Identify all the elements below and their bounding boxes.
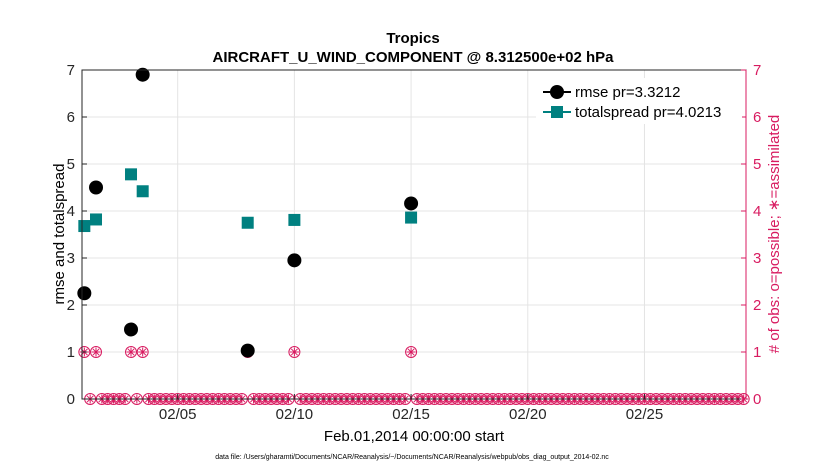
y-left-tick-label: 1: [67, 344, 75, 361]
rmse-point: [404, 196, 419, 211]
y-axis-right-label: # of obs: o=possible; ∗=assimilated: [766, 115, 783, 354]
chart-subtitle: AIRCRAFT_U_WIND_COMPONENT @ 8.312500e+02…: [213, 49, 615, 66]
x-tick-label: 02/05: [159, 406, 197, 423]
rmse-point: [89, 180, 104, 195]
y-left-tick-label: 7: [67, 62, 75, 79]
y-right-tick-label: 4: [753, 203, 761, 220]
x-tick-label: 02/15: [392, 406, 430, 423]
legend-rmse-label: rmse pr=3.3212: [575, 84, 680, 101]
obs-possible-marker: [78, 346, 91, 358]
legend-rmse-marker: [550, 85, 564, 99]
y-left-tick-label: 3: [67, 250, 75, 267]
rmse-point: [135, 67, 150, 82]
y-right-tick-label: 0: [753, 391, 761, 408]
y-left-tick-label: 4: [67, 203, 75, 220]
legend-spread-marker: [551, 106, 563, 118]
y-left-tick-label: 5: [67, 156, 75, 173]
legend: rmse pr=3.3212 totalspread pr=4.0213: [536, 78, 742, 124]
y-right-tick-label: 6: [753, 109, 761, 126]
y-left-tick-label: 0: [67, 391, 75, 408]
x-tick-label: 02/25: [626, 406, 664, 423]
legend-box: [536, 78, 742, 124]
totalspread-point: [136, 185, 149, 198]
obs-assimilated-marker: [91, 347, 101, 357]
totalspread-point: [288, 213, 301, 226]
rmse-point: [287, 253, 302, 268]
legend-spread-label: totalspread pr=4.0213: [575, 104, 721, 121]
obs-assimilated-marker: [126, 347, 136, 357]
data-file-footnote: data file: /Users/gharamti/Documents/NCA…: [215, 454, 609, 461]
totalspread-point: [78, 220, 91, 233]
plot-area: [77, 67, 750, 405]
y-axis-left-ticks: 0 1 2 3 4 5 6 7: [67, 62, 87, 408]
totalspread-point: [405, 211, 418, 224]
rmse-point: [124, 322, 139, 337]
obs-possible-marker: [125, 346, 138, 358]
y-left-tick-label: 2: [67, 297, 75, 314]
totalspread-point: [90, 213, 103, 226]
obs-possible-marker: [90, 346, 103, 358]
x-axis-ticks: 02/05 02/10 02/15 02/20 02/25: [159, 394, 663, 423]
x-tick-label: 02/10: [276, 406, 314, 423]
y-right-tick-label: 2: [753, 297, 761, 314]
y-right-tick-label: 3: [753, 250, 761, 267]
obs-possible-marker: [405, 346, 418, 358]
plot-background: [82, 70, 746, 399]
obs-assimilated-marker: [289, 347, 299, 357]
totalspread-point: [241, 216, 254, 229]
y-axis-left-label: rmse and totalspread: [51, 164, 68, 305]
x-axis-label: Feb.01,2014 00:00:00 start: [324, 428, 505, 445]
x-tick-label: 02/20: [509, 406, 547, 423]
y-left-tick-label: 6: [67, 109, 75, 126]
series-layer: [77, 67, 419, 358]
rmse-point: [240, 343, 255, 358]
totalspread-point: [125, 168, 138, 181]
obs-possible-marker: [288, 346, 301, 358]
y-axis-right-ticks: 0 1 2 3 4 5 6 7: [741, 62, 761, 408]
chart-title: Tropics: [386, 30, 439, 47]
y-right-tick-label: 5: [753, 156, 761, 173]
y-right-tick-label: 7: [753, 62, 761, 79]
y-right-tick-label: 1: [753, 344, 761, 361]
obs-assimilated-marker: [138, 347, 148, 357]
obs-possible-marker: [136, 346, 149, 358]
rmse-point: [77, 286, 92, 301]
obs-assimilated-marker: [406, 347, 416, 357]
